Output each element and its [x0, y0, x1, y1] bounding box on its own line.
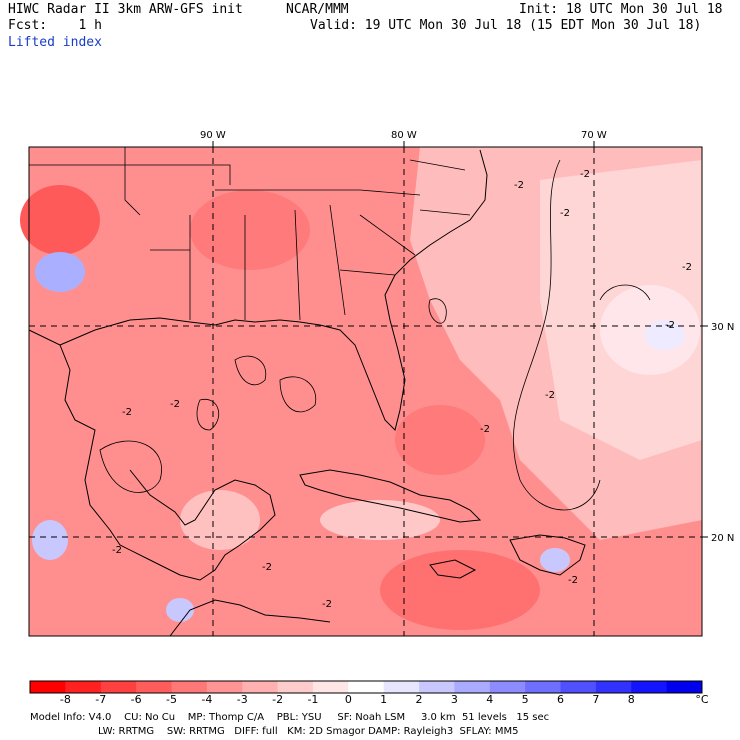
colorbar-swatch — [348, 681, 385, 693]
init-time: Init: 18 UTC Mon 30 Jul 18 — [519, 2, 723, 17]
colorbar-level-label: -1 — [307, 693, 319, 706]
field-texas-dark — [20, 185, 100, 255]
colorbar-level-label: 1 — [380, 693, 388, 706]
colorbar-level-label: 3 — [450, 693, 458, 706]
forecast-hour: Fcst: 1 h — [8, 18, 102, 33]
field-caribbean-dark — [380, 550, 540, 630]
ticks — [212, 141, 708, 538]
colorbar-swatch — [595, 681, 632, 693]
contour-label: -2 — [514, 180, 524, 191]
org-label: NCAR/MMM — [286, 2, 349, 17]
lon-label-90w: 90 W — [200, 130, 226, 141]
field-southeast-dark — [190, 190, 310, 270]
colorbar-level-label: -5 — [165, 693, 177, 706]
map-frame — [28, 146, 703, 637]
state-borders — [29, 147, 471, 321]
colorbar-level-label: -7 — [95, 693, 107, 706]
contour-label: -2 — [545, 390, 555, 401]
colorbar-swatch — [631, 681, 668, 693]
colorbar-level-label: 8 — [627, 693, 635, 706]
colorbar — [29, 680, 703, 694]
colorbar-swatch — [525, 681, 562, 693]
colorbar-swatch — [30, 681, 66, 693]
colorbar-swatch — [666, 681, 703, 693]
colorbar-level-label: -6 — [130, 693, 142, 706]
colorbar-swatch — [171, 681, 208, 693]
colorbar-level-label: 2 — [415, 693, 423, 706]
graticule — [29, 147, 702, 636]
lat-label-30n: 30 N — [711, 322, 734, 333]
colorbar-swatch — [65, 681, 102, 693]
coast-hispaniola — [509, 534, 586, 576]
lon-label-80w: 80 W — [391, 130, 417, 141]
contour-label-group: -2 -2 -2 -2 -2 -2 -2 -2 -2 -2 -2 -2 -2 — [112, 169, 692, 610]
field-positive-spot — [645, 320, 685, 350]
contour-atlantic — [512, 159, 601, 511]
colorbar-swatch — [454, 681, 491, 693]
colorbar-level-label: 4 — [486, 693, 494, 706]
contour-label: -2 — [580, 169, 590, 180]
colorbar-unit: °C — [695, 693, 709, 706]
colorbar-swatch — [100, 681, 137, 693]
field-positive-hispaniola — [540, 548, 570, 572]
field-positive-west — [35, 252, 85, 292]
colorbar-level-label: 0 — [344, 693, 352, 706]
colorbar-swatch — [489, 681, 526, 693]
contour-label: -2 — [262, 562, 272, 573]
contour-label: -2 — [170, 399, 180, 410]
contour-label: -2 — [112, 545, 122, 556]
contour-label: -2 — [322, 599, 332, 610]
colorbar-level-label: -4 — [201, 693, 213, 706]
model-info-line1: Model Info: V4.0 CU: No Cu MP: Thomp C/A… — [30, 712, 550, 723]
colorbar-level-label: 5 — [521, 693, 529, 706]
field-bahamas-dark — [395, 405, 485, 475]
coast-cuba — [299, 469, 482, 523]
contour-label: -2 — [682, 262, 692, 273]
colorbar-swatch — [383, 681, 420, 693]
contour-label: -2 — [568, 575, 578, 586]
contour-label: -2 — [560, 208, 570, 219]
valid-time: Valid: 19 UTC Mon 30 Jul 18 (15 EDT Mon … — [310, 18, 702, 33]
colorbar-frame — [29, 680, 703, 694]
contour-label: -2 — [122, 407, 132, 418]
axis-label-group: 90 W 80 W 70 W 30 N 20 N — [200, 130, 734, 544]
lon-label-70w: 70 W — [581, 130, 607, 141]
contour-label: -2 — [665, 320, 675, 331]
coast-jamaica — [429, 559, 477, 579]
colorbar-swatch — [312, 681, 349, 693]
coast-us — [59, 149, 488, 431]
contour-label: -2 — [480, 424, 490, 435]
colorbar-swatch — [277, 681, 314, 693]
colorbar-level-label: 6 — [557, 693, 565, 706]
field-positive-central-america — [166, 598, 194, 622]
colorbar-swatch — [242, 681, 279, 693]
field-cuba-light — [320, 500, 440, 540]
field-name: Lifted index — [8, 35, 102, 50]
model-info-line2: LW: RRTMG SW: RRTMG DIFF: full KM: 2D Sm… — [98, 726, 519, 737]
colorbar-level-label: -3 — [236, 693, 248, 706]
colorbar-swatch — [419, 681, 455, 693]
colorbar-swatch — [136, 681, 172, 693]
field-yucatan-light — [180, 490, 260, 550]
coastlines — [28, 149, 586, 637]
coast-mexico — [28, 329, 276, 581]
field-positive-mexico — [32, 520, 68, 560]
colorbar-swatch — [206, 681, 243, 693]
contours — [99, 159, 651, 511]
coast-central-america — [169, 599, 331, 637]
model-title: HIWC Radar II 3km ARW-GFS init — [8, 2, 243, 17]
colorbar-level-label: -8 — [59, 693, 71, 706]
colorbar-swatch — [560, 681, 597, 693]
lat-label-20n: 20 N — [711, 533, 734, 544]
colorbar-level-label: 7 — [592, 693, 600, 706]
colorbar-level-label: -2 — [272, 693, 284, 706]
